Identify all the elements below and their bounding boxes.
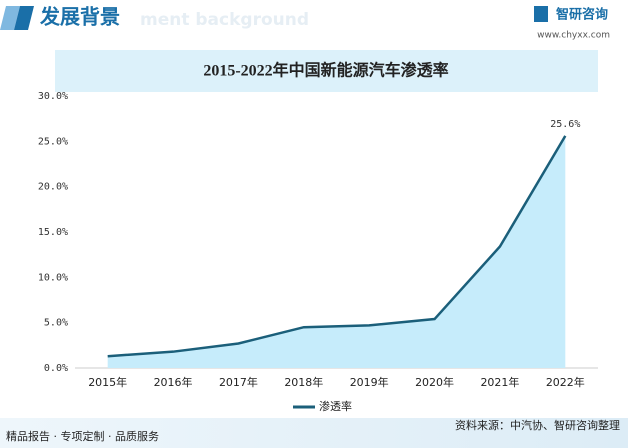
- y-tick-label: 25.0%: [38, 136, 68, 147]
- footer-band: [0, 418, 628, 448]
- plot: 0.0% 5.0% 10.0% 15.0% 20.0% 25.0% 30.0% 2015年 20…: [38, 91, 598, 413]
- x-tick-label: 2020年: [415, 375, 454, 389]
- header-icon: [14, 6, 34, 30]
- x-tick-label: 2015年: [88, 375, 127, 389]
- footer-source: 资料来源：中汽协、智研咨询整理: [455, 418, 620, 432]
- footer-left: 精品报告 · 专项定制 · 品质服务: [6, 429, 159, 443]
- header-faded: ment background: [140, 10, 309, 30]
- line: [107, 135, 567, 358]
- title-box: [55, 50, 598, 92]
- x-tick-label: 2017年: [219, 375, 258, 389]
- area: [107, 135, 566, 368]
- y-tick-label: 0.0%: [44, 363, 68, 374]
- header-icon: [0, 6, 20, 30]
- header: ment background 发展背景 智研咨询 www.chyxx.com: [0, 5, 610, 41]
- y-tick-label: 5.0%: [44, 318, 68, 329]
- x-tick-label: 2016年: [154, 375, 193, 389]
- y-tick-label: 15.0%: [38, 227, 68, 238]
- y-tick-label: 10.0%: [38, 272, 68, 283]
- chart-title: 2015-2022年中国新能源汽车渗透率: [203, 61, 448, 80]
- logo-icon: [534, 6, 548, 22]
- x-tick-label: 2022年: [546, 375, 585, 389]
- x-tick-label: 2021年: [480, 375, 519, 389]
- y-tick-label: 20.0%: [38, 182, 68, 193]
- value-label: 25.6%: [550, 119, 580, 130]
- website: www.chyxx.com: [537, 31, 610, 41]
- y-tick-label: 30.0%: [38, 91, 68, 102]
- legend-label: 渗透率: [319, 399, 352, 413]
- logo: 智研咨询: [556, 7, 608, 23]
- header-title: 发展背景: [39, 5, 120, 29]
- x-tick-label: 2019年: [350, 375, 389, 389]
- x-tick-label: 2018年: [284, 375, 323, 389]
